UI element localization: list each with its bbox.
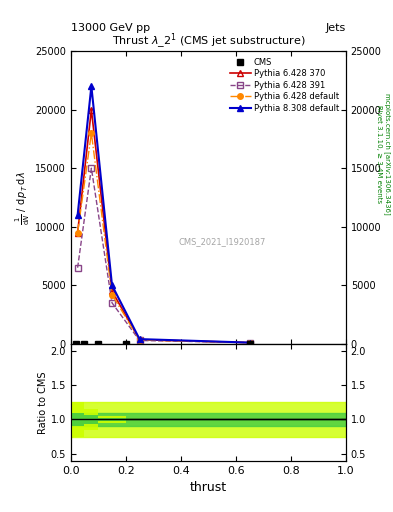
Text: Jets: Jets [325,23,346,33]
Pythia 6.428 370 [137,336,142,343]
Legend: CMS, Pythia 6.428 370, Pythia 6.428 391, Pythia 6.428 default, Pythia 8.308 defa: CMS, Pythia 6.428 370, Pythia 6.428 391,… [227,55,342,115]
CMS [123,340,128,347]
Pythia 6.428 default [137,337,142,343]
Pythia 6.428 391 [75,265,80,271]
Pythia 6.428 370 [89,106,94,113]
CMS [96,340,101,347]
Pythia 8.308 default [137,336,142,342]
FancyBboxPatch shape [98,416,126,423]
Pythia 6.428 default [89,130,94,136]
Line: Pythia 8.308 default: Pythia 8.308 default [74,83,253,346]
Y-axis label: $\frac{1}{\mathrm{d}N}$ / $\mathrm{d}\,p_T\,\mathrm{d}\,\lambda$: $\frac{1}{\mathrm{d}N}$ / $\mathrm{d}\,p… [14,170,32,225]
Text: CMS_2021_I1920187: CMS_2021_I1920187 [178,237,266,246]
CMS [74,340,79,347]
Pythia 8.308 default [247,339,252,346]
Pythia 6.428 391 [247,339,252,346]
Line: Pythia 6.428 370: Pythia 6.428 370 [74,106,253,346]
Pythia 6.428 370 [75,229,80,236]
Pythia 8.308 default [75,212,80,218]
X-axis label: thrust: thrust [190,481,227,494]
Title: Thrust $\lambda\_2^1$ (CMS jet substructure): Thrust $\lambda\_2^1$ (CMS jet substruct… [112,32,305,51]
Text: mcplots.cern.ch [arXiv:1306.3436]: mcplots.cern.ch [arXiv:1306.3436] [384,93,391,215]
Pythia 8.308 default [110,282,114,288]
Pythia 6.428 370 [247,339,252,346]
FancyBboxPatch shape [84,409,98,430]
Pythia 6.428 default [110,291,114,297]
Text: Rivet 3.1.10, ≥ 3.4M events: Rivet 3.1.10, ≥ 3.4M events [376,104,382,203]
Pythia 6.428 391 [137,337,142,344]
Bar [71,402,346,437]
Pythia 6.428 default [247,339,252,346]
CMS [82,340,87,347]
Text: 13000 GeV pp: 13000 GeV pp [71,23,150,33]
Pythia 6.428 default [75,229,80,236]
FancyBboxPatch shape [71,413,84,426]
Pythia 6.428 370 [110,288,114,294]
Pythia 8.308 default [89,83,94,90]
FancyBboxPatch shape [71,402,84,437]
Y-axis label: Ratio to CMS: Ratio to CMS [38,371,48,434]
Pythia 6.428 391 [110,300,114,306]
Pythia 6.428 391 [89,165,94,172]
Bar [71,413,346,426]
FancyBboxPatch shape [84,415,98,423]
FancyBboxPatch shape [98,418,126,421]
Line: Pythia 6.428 391: Pythia 6.428 391 [75,165,252,346]
CMS [247,340,252,347]
Line: CMS: CMS [73,341,252,347]
Line: Pythia 6.428 default: Pythia 6.428 default [75,131,252,346]
